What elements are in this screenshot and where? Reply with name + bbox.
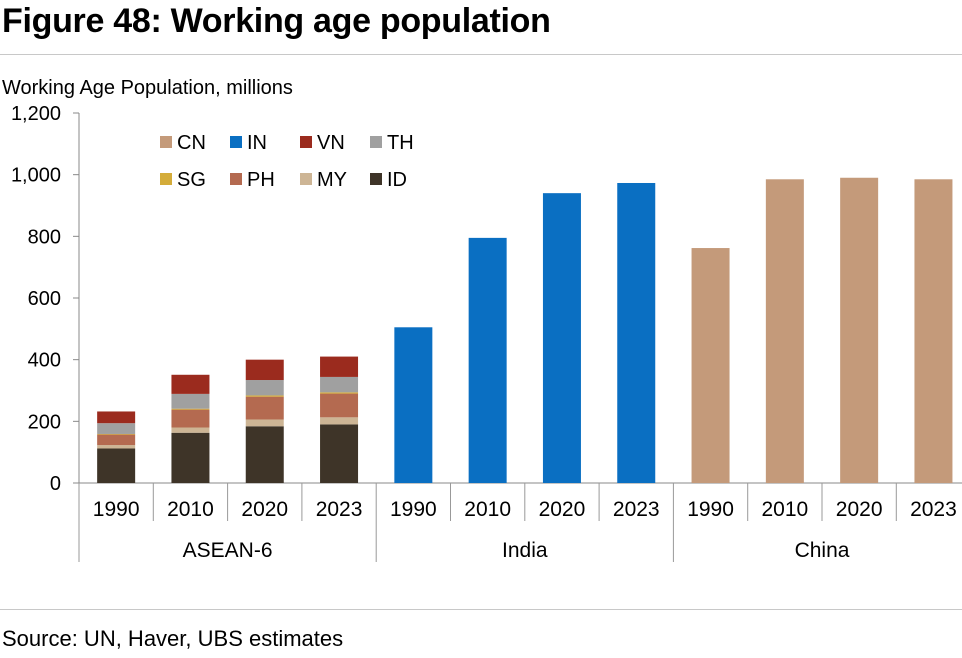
bar-segment-vn bbox=[97, 411, 136, 424]
y-tick-label: 800 bbox=[28, 226, 61, 248]
bar-segment-vn bbox=[245, 359, 284, 381]
x-tick-label: 1990 bbox=[93, 498, 140, 521]
bar-segment-th bbox=[245, 380, 284, 396]
bar-segment-cn bbox=[691, 248, 730, 483]
x-tick-label: 2020 bbox=[539, 498, 586, 521]
bar-segment-ph bbox=[97, 434, 136, 446]
bar-segment-my bbox=[245, 419, 284, 427]
group-label: ASEAN-6 bbox=[183, 539, 273, 562]
bar-segment-sg bbox=[245, 395, 284, 397]
bar-segment-in bbox=[468, 237, 507, 483]
legend-label-in: IN bbox=[247, 132, 267, 154]
x-tick-label: 2023 bbox=[316, 498, 363, 521]
legend-label-vn: VN bbox=[317, 132, 345, 154]
legend-swatch-cn bbox=[160, 136, 172, 148]
bar-segment-sg bbox=[97, 433, 136, 435]
y-tick-label: 400 bbox=[28, 350, 61, 372]
x-tick-label: 2023 bbox=[910, 498, 957, 521]
bar-segment-in bbox=[542, 193, 581, 483]
figure-title: Figure 48: Working age population bbox=[2, 2, 551, 40]
y-tick-label: 200 bbox=[28, 411, 61, 433]
bar-segment-ph bbox=[171, 409, 210, 428]
bar-segment-sg bbox=[171, 408, 210, 410]
bar-segment-in bbox=[394, 327, 433, 483]
x-tick-label: 2010 bbox=[167, 498, 214, 521]
bar-segment-cn bbox=[914, 179, 953, 483]
x-tick-label: 2020 bbox=[836, 498, 883, 521]
y-tick-label: 0 bbox=[50, 473, 61, 495]
legend-swatch-ph bbox=[230, 173, 242, 185]
x-tick-label: 1990 bbox=[687, 498, 734, 521]
bar-segment-th bbox=[97, 423, 136, 434]
y-tick-label: 1,200 bbox=[11, 103, 61, 125]
x-tick-label: 2023 bbox=[613, 498, 660, 521]
bar-segment-in bbox=[617, 182, 656, 483]
bar-segment-th bbox=[320, 376, 359, 393]
bar-segment-my bbox=[97, 445, 136, 449]
bar-segment-ph bbox=[245, 396, 284, 420]
legend-label-cn: CN bbox=[177, 132, 206, 154]
bar-segment-id bbox=[171, 432, 210, 483]
bar-segment-id bbox=[97, 448, 136, 483]
bar-segment-id bbox=[245, 426, 284, 483]
stacked-bar-chart: 0 200 400 600 800 1,000 1,200 1990 2010 2020 2023 A… bbox=[11, 103, 962, 562]
y-tick-label: 1,000 bbox=[11, 165, 61, 187]
bottom-divider bbox=[0, 609, 962, 610]
x-tick-label: 2010 bbox=[464, 498, 511, 521]
y-tick-label: 600 bbox=[28, 288, 61, 310]
legend-swatch-in bbox=[230, 136, 242, 148]
legend-label-my: MY bbox=[317, 169, 347, 191]
legend-swatch-vn bbox=[300, 136, 312, 148]
group-label: China bbox=[795, 539, 850, 562]
bar-segment-my bbox=[320, 417, 359, 425]
legend-swatch-sg bbox=[160, 173, 172, 185]
top-divider bbox=[0, 54, 962, 55]
bar-segment-cn bbox=[840, 177, 879, 483]
bar-segment-id bbox=[320, 424, 359, 483]
bar-segment-th bbox=[171, 393, 210, 409]
legend-label-ph: PH bbox=[247, 169, 275, 191]
legend-swatch-th bbox=[370, 136, 382, 148]
y-axis-label: Working Age Population, millions bbox=[2, 77, 293, 99]
x-tick-label: 2010 bbox=[761, 498, 808, 521]
legend-label-sg: SG bbox=[177, 169, 206, 191]
group-label: India bbox=[502, 539, 548, 562]
bar-segment-sg bbox=[320, 392, 359, 394]
bar-segment-cn bbox=[765, 179, 804, 483]
bar-segment-my bbox=[171, 427, 210, 433]
legend-swatch-my bbox=[300, 173, 312, 185]
legend-label-th: TH bbox=[387, 132, 414, 154]
bar-segment-vn bbox=[171, 374, 210, 394]
source-note: Source: UN, Haver, UBS estimates bbox=[2, 626, 344, 651]
bar-segment-vn bbox=[320, 356, 359, 377]
x-tick-label: 1990 bbox=[390, 498, 437, 521]
legend-label-id: ID bbox=[387, 169, 407, 191]
legend-swatch-id bbox=[370, 173, 382, 185]
x-tick-label: 2020 bbox=[241, 498, 288, 521]
bar-segment-ph bbox=[320, 393, 359, 418]
